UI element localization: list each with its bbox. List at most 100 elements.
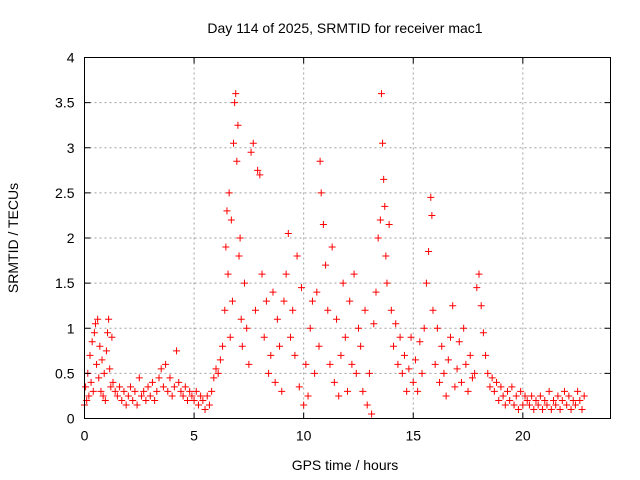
data-point xyxy=(503,387,511,395)
data-point xyxy=(508,383,516,391)
data-point xyxy=(313,288,321,296)
data-point xyxy=(368,410,376,418)
y-tick-label: 3.5 xyxy=(55,95,75,111)
data-point xyxy=(105,315,113,323)
data-point xyxy=(300,401,308,409)
data-point xyxy=(311,369,319,377)
data-point xyxy=(228,297,236,305)
data-point xyxy=(212,365,220,373)
data-point xyxy=(120,387,128,395)
data-point xyxy=(205,401,213,409)
data-point xyxy=(409,378,417,386)
data-point xyxy=(431,360,439,368)
data-point xyxy=(556,405,564,413)
data-point xyxy=(457,378,465,386)
data-point xyxy=(385,220,393,228)
data-point xyxy=(116,383,124,391)
data-point xyxy=(547,405,555,413)
data-point xyxy=(341,333,349,341)
data-point xyxy=(106,365,114,373)
data-point xyxy=(462,360,470,368)
data-point xyxy=(357,342,365,350)
data-point xyxy=(199,396,207,404)
data-point xyxy=(447,333,455,341)
data-point xyxy=(396,333,404,341)
data-point xyxy=(88,338,96,346)
data-point xyxy=(567,405,575,413)
data-point xyxy=(184,396,192,404)
data-point xyxy=(552,401,560,409)
data-point xyxy=(208,387,216,395)
data-point xyxy=(440,369,448,377)
data-point xyxy=(344,387,351,395)
data-point xyxy=(118,396,126,404)
data-point xyxy=(425,248,433,256)
data-point xyxy=(490,387,498,395)
data-point xyxy=(578,405,586,413)
data-point xyxy=(99,392,107,400)
data-point xyxy=(221,306,229,314)
data-point xyxy=(365,369,373,377)
data-point xyxy=(528,392,536,400)
y-tick-label: 1.5 xyxy=(55,275,75,291)
x-axis-label: GPS time / hours xyxy=(292,457,399,473)
data-point xyxy=(254,166,262,174)
data-point xyxy=(460,324,468,332)
y-tick-label: 1 xyxy=(67,320,75,336)
data-point xyxy=(101,396,109,404)
data-point xyxy=(376,216,384,224)
data-point xyxy=(422,279,430,287)
data-point xyxy=(530,405,538,413)
data-point xyxy=(295,383,303,391)
data-point xyxy=(333,315,341,323)
data-point xyxy=(363,401,371,409)
data-point xyxy=(230,139,238,147)
data-point xyxy=(170,383,178,391)
data-point xyxy=(407,333,415,341)
data-point xyxy=(571,401,579,409)
data-point xyxy=(146,392,154,400)
x-tick-label: 15 xyxy=(405,428,421,444)
data-point xyxy=(565,392,573,400)
data-point xyxy=(339,279,347,287)
data-point xyxy=(387,306,395,314)
data-point xyxy=(536,392,544,400)
data-point xyxy=(315,342,323,350)
data-point xyxy=(554,392,562,400)
data-point xyxy=(271,378,279,386)
data-point xyxy=(418,369,426,377)
data-point xyxy=(403,387,411,395)
data-point xyxy=(240,279,248,287)
data-point xyxy=(122,401,130,409)
data-point xyxy=(569,396,577,404)
data-point xyxy=(278,387,286,395)
data-point xyxy=(348,360,356,368)
data-point xyxy=(173,347,181,355)
data-point xyxy=(243,324,251,332)
data-point xyxy=(86,351,94,359)
data-point xyxy=(495,396,503,404)
data-point xyxy=(233,157,241,165)
data-point xyxy=(326,360,334,368)
data-point xyxy=(519,401,527,409)
data-point xyxy=(232,90,240,98)
data-point xyxy=(269,288,277,296)
data-point xyxy=(361,306,369,314)
data-point xyxy=(468,374,476,382)
data-point xyxy=(177,387,185,395)
data-point xyxy=(179,392,187,400)
data-point xyxy=(235,252,243,260)
data-point xyxy=(576,396,584,404)
data-point xyxy=(352,369,360,377)
data-point xyxy=(405,365,413,373)
data-point xyxy=(245,360,253,368)
data-point xyxy=(140,387,148,395)
data-point xyxy=(197,392,205,400)
data-point xyxy=(108,333,116,341)
data-point xyxy=(316,157,324,165)
data-point xyxy=(282,270,290,278)
data-point xyxy=(210,374,218,382)
data-point xyxy=(95,374,103,382)
data-point xyxy=(100,369,108,377)
data-point xyxy=(429,306,437,314)
